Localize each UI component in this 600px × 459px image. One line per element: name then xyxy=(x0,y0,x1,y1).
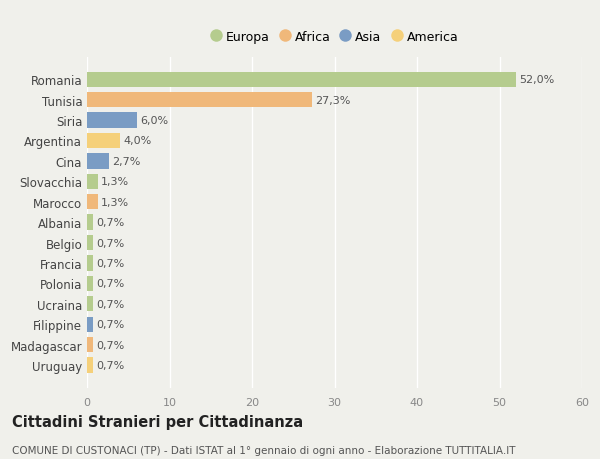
Text: 0,7%: 0,7% xyxy=(96,279,124,289)
Text: COMUNE DI CUSTONACI (TP) - Dati ISTAT al 1° gennaio di ogni anno - Elaborazione : COMUNE DI CUSTONACI (TP) - Dati ISTAT al… xyxy=(12,445,515,455)
Bar xyxy=(87,195,98,210)
Bar xyxy=(87,358,93,373)
Text: 0,7%: 0,7% xyxy=(96,340,124,350)
Text: 0,7%: 0,7% xyxy=(96,319,124,330)
Text: 27,3%: 27,3% xyxy=(316,95,351,106)
Text: 2,7%: 2,7% xyxy=(113,157,141,167)
Bar xyxy=(87,297,93,312)
Legend: Europa, Africa, Asia, America: Europa, Africa, Asia, America xyxy=(207,27,462,48)
Bar xyxy=(87,73,516,88)
Bar xyxy=(87,337,93,353)
Bar xyxy=(87,134,120,149)
Text: 0,7%: 0,7% xyxy=(96,218,124,228)
Text: 6,0%: 6,0% xyxy=(140,116,168,126)
Text: 1,3%: 1,3% xyxy=(101,177,129,187)
Bar xyxy=(87,93,312,108)
Bar xyxy=(87,276,93,291)
Text: 0,7%: 0,7% xyxy=(96,360,124,370)
Text: 52,0%: 52,0% xyxy=(519,75,554,85)
Text: 0,7%: 0,7% xyxy=(96,238,124,248)
Bar xyxy=(87,256,93,271)
Text: 0,7%: 0,7% xyxy=(96,258,124,269)
Bar xyxy=(87,317,93,332)
Text: Cittadini Stranieri per Cittadinanza: Cittadini Stranieri per Cittadinanza xyxy=(12,414,303,429)
Bar xyxy=(87,215,93,230)
Bar xyxy=(87,113,137,129)
Bar xyxy=(87,154,109,169)
Bar xyxy=(87,174,98,190)
Bar xyxy=(87,235,93,251)
Text: 1,3%: 1,3% xyxy=(101,197,129,207)
Text: 0,7%: 0,7% xyxy=(96,299,124,309)
Text: 4,0%: 4,0% xyxy=(124,136,152,146)
